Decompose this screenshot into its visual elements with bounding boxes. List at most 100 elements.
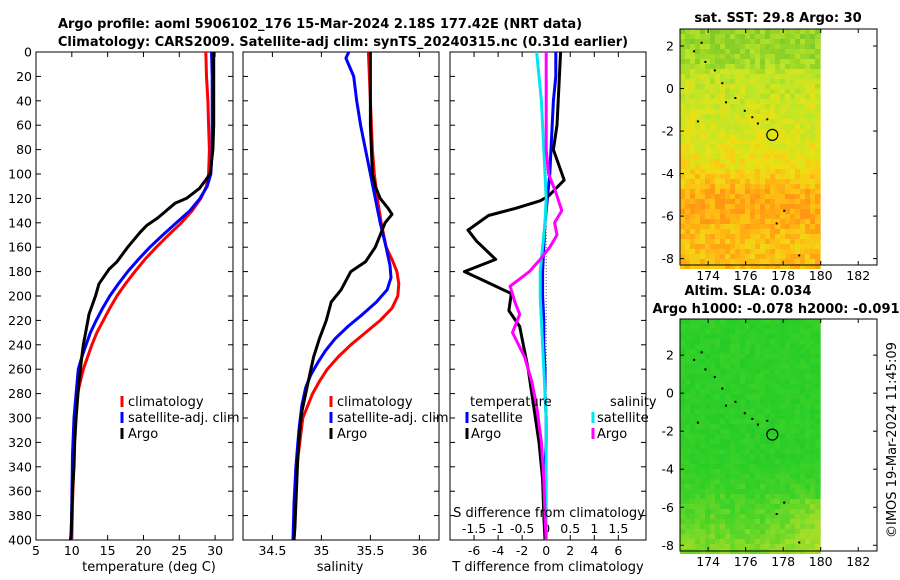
- map-cell: [815, 464, 820, 469]
- map-cell: [710, 69, 715, 74]
- map-cell: [740, 204, 745, 209]
- map-cell: [800, 104, 805, 109]
- x-tick-label: 20: [136, 543, 152, 558]
- map-cell: [715, 259, 720, 264]
- map-cell: [685, 39, 690, 44]
- map-cell: [695, 99, 700, 104]
- map-cell: [740, 109, 745, 114]
- map-cell: [785, 439, 790, 444]
- map-cell: [680, 469, 685, 474]
- temperature-plot: 5 10 15 20 25 3002040608010012014016018020022…: [8, 45, 234, 558]
- map-cell: [760, 379, 765, 384]
- map-cell: [750, 419, 755, 424]
- map-cell: [730, 79, 735, 84]
- map-cell: [770, 219, 775, 224]
- map-cell: [800, 169, 805, 174]
- map-cell: [735, 394, 740, 399]
- map-cell: [775, 374, 780, 379]
- map-cell: [770, 159, 775, 164]
- map-cell: [820, 99, 821, 104]
- map-cell: [790, 434, 795, 439]
- map-cell: [700, 219, 705, 224]
- map-cell: [755, 59, 760, 64]
- map-cell: [715, 359, 720, 364]
- map-cell: [815, 474, 820, 479]
- map-cell: [820, 149, 821, 154]
- map-cell: [785, 99, 790, 104]
- map-cell: [755, 164, 760, 169]
- map-cell: [775, 239, 780, 244]
- map-cell: [695, 59, 700, 64]
- map-cell: [755, 29, 760, 34]
- map-cell: [750, 99, 755, 104]
- map-cell: [680, 424, 685, 429]
- x-tick-label: 182: [846, 554, 870, 569]
- map-cell: [730, 104, 735, 109]
- map-cell: [795, 449, 800, 454]
- map-cell: [805, 114, 810, 119]
- map-cell: [790, 254, 795, 259]
- map-cell: [685, 129, 690, 134]
- map-cell: [695, 94, 700, 99]
- map-cell: [755, 434, 760, 439]
- x-tick-label: -2: [516, 543, 528, 558]
- map-cell: [810, 139, 815, 144]
- map-cell: [820, 494, 821, 499]
- map-cell: [820, 79, 821, 84]
- map-cell: [785, 544, 790, 549]
- map-cell: [820, 464, 821, 469]
- map-cell: [795, 534, 800, 539]
- map-cell: [790, 174, 795, 179]
- map-cell: [795, 494, 800, 499]
- map-cell: [820, 154, 821, 159]
- map-cell: [725, 444, 730, 449]
- map-cell: [695, 319, 700, 324]
- map-cell: [820, 524, 821, 529]
- map-cell: [780, 364, 785, 369]
- map-cell: [715, 94, 720, 99]
- map-cell: [715, 324, 720, 329]
- map-cell: [720, 124, 725, 129]
- map-cell: [790, 69, 795, 74]
- map-cell: [685, 149, 690, 154]
- map-cell: [805, 89, 810, 94]
- salinity-legend: climatology satellite-adj. clim Argo: [329, 395, 449, 442]
- map-cell: [745, 484, 750, 489]
- map-cell: [730, 154, 735, 159]
- map-cell: [795, 524, 800, 529]
- map-cell: [740, 49, 745, 54]
- map-cell: [805, 364, 810, 369]
- map-cell: [785, 109, 790, 114]
- map-cell: [775, 189, 780, 194]
- map-cell: [815, 59, 820, 64]
- map-cell: [820, 204, 821, 209]
- map-cell: [805, 34, 810, 39]
- map-cell: [765, 444, 770, 449]
- map-cell: [755, 479, 760, 484]
- map-cell: [695, 219, 700, 224]
- map-cell: [685, 334, 690, 339]
- map-cell: [790, 499, 795, 504]
- map-cell: [720, 214, 725, 219]
- map-cell: [810, 159, 815, 164]
- map-cell: [780, 34, 785, 39]
- map-cell: [720, 149, 725, 154]
- map-cell: [685, 379, 690, 384]
- map-cell: [800, 264, 805, 269]
- map-cell: [760, 369, 765, 374]
- y-tick-label: 0: [24, 45, 32, 60]
- map-cell: [740, 249, 745, 254]
- map-cell: [715, 489, 720, 494]
- map-cell: [720, 389, 725, 394]
- map-cell: [705, 249, 710, 254]
- map-cell: [760, 529, 765, 534]
- map-cell: [735, 94, 740, 99]
- map-cell: [800, 124, 805, 129]
- map-cell: [735, 509, 740, 514]
- map-cell: [760, 164, 765, 169]
- map-cell: [785, 164, 790, 169]
- map-cell: [735, 464, 740, 469]
- map-cell: [725, 374, 730, 379]
- map-cell: [795, 349, 800, 354]
- map-cell: [795, 359, 800, 364]
